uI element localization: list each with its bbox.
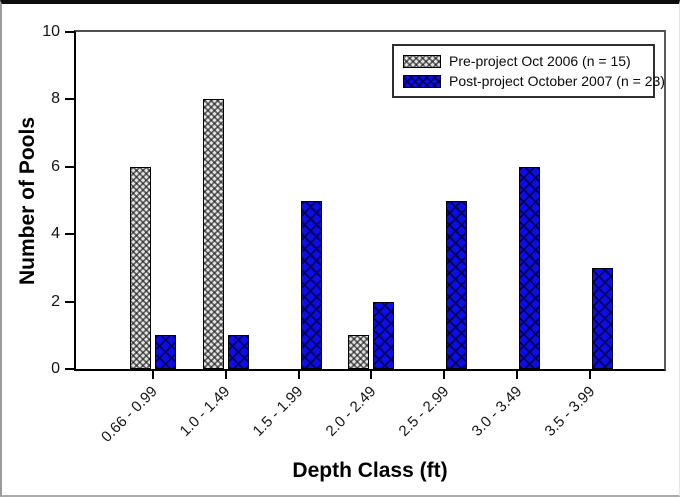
bar-post-project <box>446 200 468 369</box>
bar-post-project <box>373 301 395 369</box>
legend-label-pre-project: Pre-project Oct 2006 (n = 15) <box>449 53 631 69</box>
bar-pre-project <box>202 99 224 369</box>
x-tick-mark <box>516 371 519 379</box>
y-tick-label: 4 <box>51 225 60 243</box>
y-tick-label: 6 <box>51 157 60 175</box>
bar-pre-project <box>130 166 151 369</box>
y-tick-mark <box>65 300 74 303</box>
bar-post-project <box>591 267 613 369</box>
y-tick-label: 10 <box>42 23 60 40</box>
legend-row-pre: Pre-project Oct 2006 (n = 15) <box>403 53 644 69</box>
y-tick-label: 0 <box>51 360 60 377</box>
x-tick-label-text: 3.0 - 3.49 <box>468 383 526 440</box>
legend-swatch-pre-project <box>403 54 441 68</box>
x-tick-mark <box>297 371 300 379</box>
x-tick-mark <box>152 371 154 379</box>
y-tick-mark <box>65 233 74 236</box>
y-axis-title: Number of Pools <box>16 116 40 285</box>
x-tick-label-text: 1.0 - 1.49 <box>177 383 234 440</box>
x-tick-mark <box>443 371 446 379</box>
bar-pre-project <box>348 335 370 369</box>
x-tick-mark <box>224 371 227 379</box>
y-tick-mark <box>65 31 74 33</box>
x-tick-label-text: 1.5 - 1.99 <box>249 383 307 440</box>
bar-post-project <box>300 200 322 369</box>
x-tick-label-text: 3.5 - 3.99 <box>541 383 598 440</box>
x-tick-label-text: 2.5 - 2.99 <box>395 383 453 440</box>
bar-post-project <box>227 335 249 369</box>
bar-post-project <box>155 335 176 369</box>
x-tick-mark <box>588 371 591 379</box>
x-axis-title: Depth Class (ft) <box>292 459 448 482</box>
x-tick-label-text: 2.0 - 2.49 <box>322 383 380 440</box>
y-axis-title-wrap: Number of Pools <box>2 30 54 371</box>
y-tick-mark <box>65 165 74 168</box>
y-tick-label: 8 <box>51 90 60 108</box>
x-tick-mark <box>370 371 373 379</box>
legend-swatch-post-project <box>403 74 441 88</box>
legend-label-post-project: Post-project October 2007 (n = 23) <box>449 73 665 89</box>
legend: Pre-project Oct 2006 (n = 15) Post-proje… <box>392 44 665 98</box>
plot-area: 0 2 4 6 8 10 0.66 - 0.99 1.0 - 1.49 1.5 - 1.99 2.… <box>42 23 666 446</box>
y-tick-mark <box>65 98 74 101</box>
x-tick-label-text: 0.66 - 0.99 <box>98 383 162 446</box>
bar-post-project <box>519 166 541 369</box>
legend-row-post: Post-project October 2007 (n = 23) <box>403 73 665 89</box>
y-tick-label: 2 <box>51 292 60 310</box>
y-tick-mark <box>65 368 74 370</box>
